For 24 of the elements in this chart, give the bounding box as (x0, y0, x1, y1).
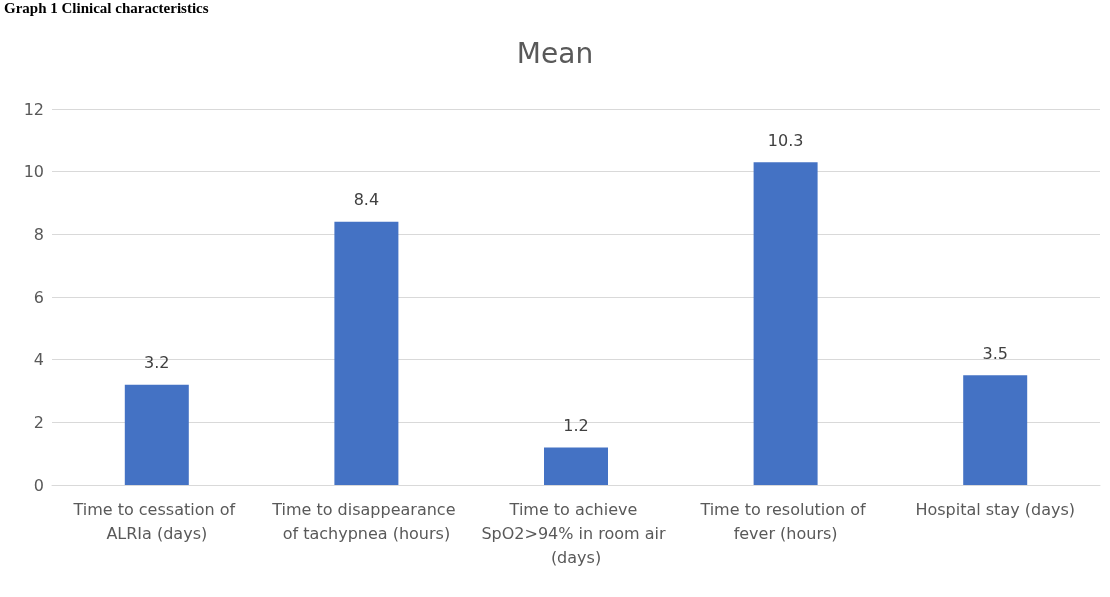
data-label: 10.3 (767, 130, 804, 150)
data-label: 8.4 (353, 190, 380, 210)
y-tick-label: 10 (23, 162, 44, 182)
y-tick-label: 0 (33, 475, 44, 495)
x-tick-label: Hospital stay (days) (915, 499, 1075, 519)
x-tick-label: Time to resolution of fever (hours) (699, 499, 871, 543)
y-tick-label: 12 (23, 99, 44, 119)
x-tick-label: Time to cessation of ALRIa (days) (72, 499, 241, 543)
data-label: 3.2 (144, 353, 170, 373)
bar (334, 221, 399, 485)
bar (124, 384, 189, 485)
data-label: 1.2 (563, 415, 589, 435)
bar (753, 162, 818, 485)
chart-title: Mean (516, 36, 594, 70)
y-tick-label: 2 (33, 412, 44, 432)
x-tick-label: Time to disappearance of tachypnea (hours) (271, 499, 461, 543)
y-tick-label: 8 (33, 224, 44, 244)
x-tick-label: Time to achieve SpO2>94% in room air (days) (481, 499, 671, 567)
y-tick-label: 6 (33, 287, 44, 307)
data-label: 3.5 (982, 343, 1008, 363)
y-tick-label: 4 (33, 350, 44, 370)
bar (963, 375, 1028, 485)
bar (544, 447, 608, 485)
caption: Graph 1 Clinical characteristics (4, 0, 209, 17)
